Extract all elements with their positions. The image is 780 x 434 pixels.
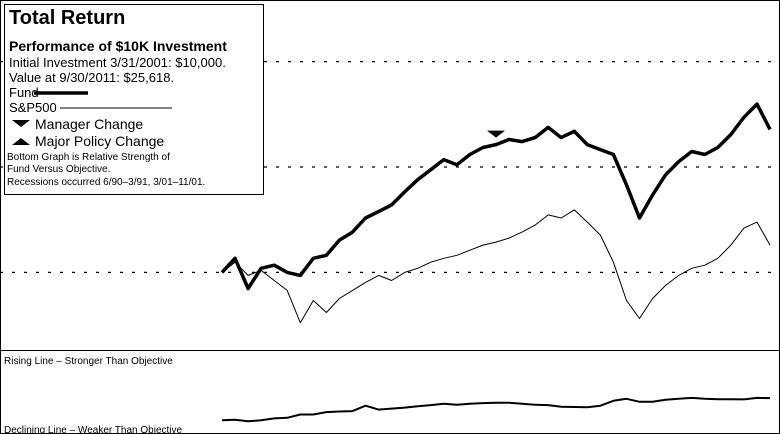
manager-change-marker <box>487 130 505 138</box>
footnote: Fund Versus Objective. <box>7 164 110 175</box>
panel-label: Rising Line – Stronger Than Objective <box>4 356 173 367</box>
note: Initial Investment 3/31/2001: $10,000. <box>9 55 226 70</box>
panel-label: Declining Line – Weaker Than Objective <box>4 425 183 434</box>
footnote: Bottom Graph is Relative Strength of <box>7 152 170 163</box>
series-line <box>221 396 771 423</box>
chart-subtitle: Performance of $10K Investment <box>9 38 227 54</box>
legend-label: S&P500 <box>9 100 57 115</box>
legend-label: Fund <box>9 85 39 100</box>
legend-label: Manager Change <box>35 116 143 132</box>
manager-change-symbol <box>12 120 30 127</box>
policy-change-symbol <box>12 138 30 145</box>
legend-box <box>4 4 264 195</box>
footnote: Recessions occurred 6/90–3/91, 3/01–11/0… <box>7 177 205 188</box>
legend-label: Major Policy Change <box>35 133 164 149</box>
plot-area <box>0 61 780 423</box>
chart-title: Total Return <box>9 7 125 29</box>
series-line <box>221 209 771 324</box>
series-line <box>220 102 772 291</box>
note: Value at 9/30/2011: $25,618. <box>9 70 174 85</box>
